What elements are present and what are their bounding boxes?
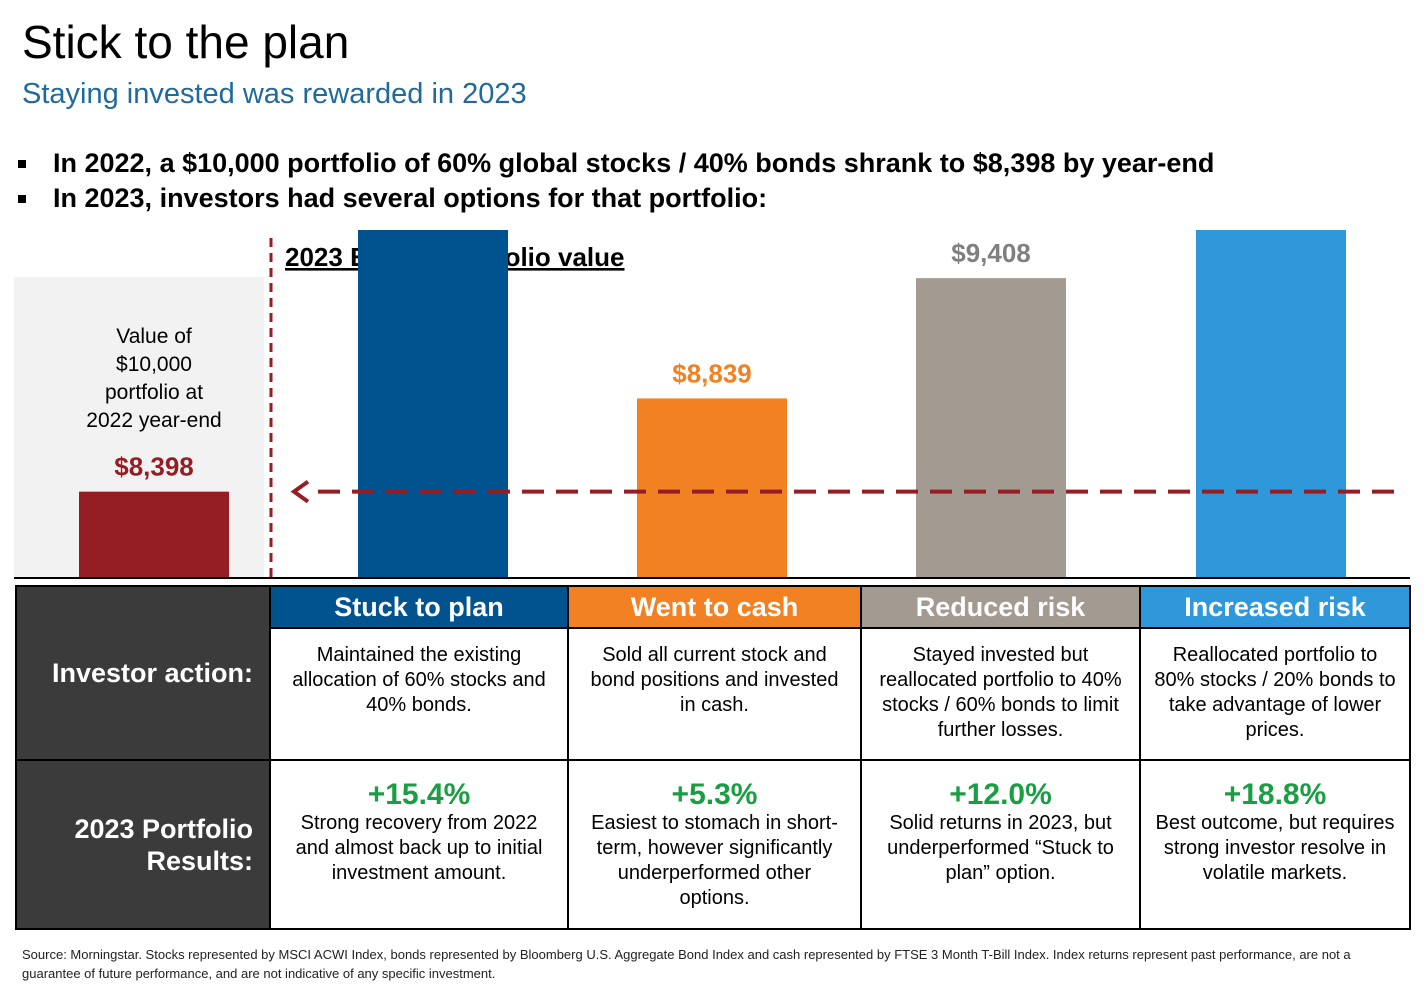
baseline-caption-line: Value of bbox=[116, 325, 192, 348]
action-cell: Maintained the existing allocation of 60… bbox=[269, 627, 569, 761]
bar-4 bbox=[1196, 230, 1346, 577]
result-cell: +5.3% Easiest to stomach in short-term, h… bbox=[567, 759, 862, 930]
baseline-caption-line: portfolio at bbox=[105, 381, 203, 404]
col-header-stuck-to-plan: Stuck to plan bbox=[269, 585, 569, 629]
result-percent: +18.8% bbox=[1223, 778, 1327, 811]
result-text: Best outcome, but requires strong invest… bbox=[1155, 812, 1395, 884]
row-header-investor-action: Investor action: bbox=[15, 585, 271, 761]
bullet-list: In 2022, a $10,000 portfolio of 60% glob… bbox=[18, 146, 1214, 216]
result-percent: +12.0% bbox=[949, 778, 1052, 811]
bullet-square-icon bbox=[18, 160, 26, 168]
result-cell: +12.0% Solid returns in 2023, but underpe… bbox=[860, 759, 1141, 930]
action-cell: Reallocated portfolio to 80% stocks / 20… bbox=[1139, 627, 1411, 761]
bar-2 bbox=[637, 398, 787, 577]
result-cell: +18.8% Best outcome, but requires strong … bbox=[1139, 759, 1411, 930]
result-percent: +5.3% bbox=[671, 778, 758, 811]
result-cell: +15.4% Strong recovery from 2022 and almo… bbox=[269, 759, 569, 930]
bar-value-label: $9,408 bbox=[951, 238, 1031, 268]
result-text: Strong recovery from 2022 and almost bac… bbox=[295, 812, 543, 884]
action-cell: Stayed invested but reallocated portfoli… bbox=[860, 627, 1141, 761]
baseline-caption-line: 2022 year-end bbox=[86, 409, 221, 432]
result-percent: +15.4% bbox=[367, 778, 471, 811]
portfolio-value-chart: Value of $10,000 portfolio at 2022 year-end… bbox=[14, 230, 1410, 579]
col-header-went-to-cash: Went to cash bbox=[567, 585, 862, 629]
source-footnote: Source: Morningstar. Stocks represented … bbox=[22, 947, 1351, 981]
bullet-item: In 2022, a $10,000 portfolio of 60% glob… bbox=[18, 146, 1214, 181]
col-header-reduced-risk: Reduced risk bbox=[860, 585, 1141, 629]
investor-options-table: Investor action: Stuck to plan Went to c… bbox=[15, 585, 1411, 930]
baseline-bar bbox=[79, 491, 229, 577]
baseline-caption-line: $10,000 bbox=[116, 353, 192, 376]
bullet-text: In 2022, a $10,000 portfolio of 60% glob… bbox=[53, 148, 1215, 178]
bar-1 bbox=[358, 230, 508, 578]
result-text: Easiest to stomach in short-term, howeve… bbox=[591, 812, 838, 909]
bullet-item: In 2023, investors had several options f… bbox=[18, 181, 1214, 216]
bullet-text: In 2023, investors had several options f… bbox=[53, 183, 768, 213]
reference-arrow-icon bbox=[290, 480, 310, 504]
col-header-increased-risk: Increased risk bbox=[1139, 585, 1411, 629]
row-header-portfolio-results: 2023 Portfolio Results: bbox=[15, 759, 271, 930]
bar-3 bbox=[916, 278, 1066, 577]
bar-value-label: $8,839 bbox=[672, 358, 752, 388]
baseline-value-label: $8,398 bbox=[114, 452, 194, 482]
page-subtitle: Staying invested was rewarded in 2023 bbox=[22, 78, 527, 110]
action-cell: Sold all current stock and bond position… bbox=[567, 627, 862, 761]
page-title: Stick to the plan bbox=[22, 16, 350, 68]
result-text: Solid returns in 2023, but underperforme… bbox=[887, 812, 1114, 884]
bullet-square-icon bbox=[18, 195, 26, 203]
